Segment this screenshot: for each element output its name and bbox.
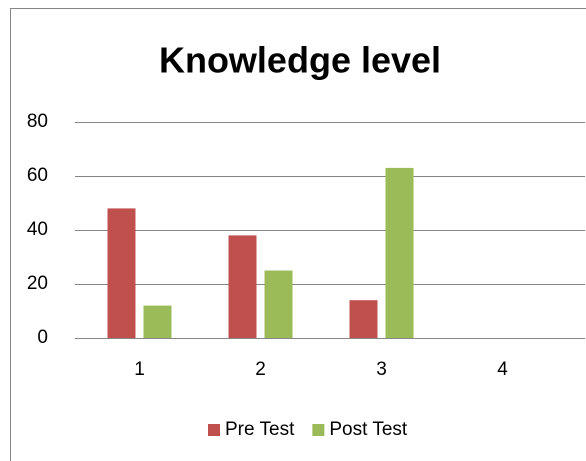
x-tick-label: 3 — [376, 359, 387, 380]
bar — [385, 167, 414, 338]
bar — [107, 208, 136, 338]
legend-label: Pre Test — [225, 419, 295, 440]
y-tick-label: 80 — [27, 111, 48, 132]
chart-title: Knowledge level — [159, 40, 441, 81]
x-tick-label: 4 — [497, 359, 508, 380]
bar — [349, 300, 378, 338]
y-tick-label: 20 — [27, 273, 48, 294]
y-tick-label: 60 — [27, 165, 48, 186]
bar — [228, 235, 257, 338]
chart-frame — [10, 8, 586, 461]
bar — [143, 305, 172, 338]
bar — [264, 270, 293, 338]
y-tick-label: 40 — [27, 219, 48, 240]
legend-label: Post Test — [329, 419, 408, 440]
x-tick-label: 2 — [255, 359, 266, 380]
y-tick-label: 0 — [37, 327, 48, 348]
x-tick-label: 1 — [134, 359, 145, 380]
legend-swatch — [208, 424, 220, 436]
legend-swatch — [312, 424, 325, 436]
